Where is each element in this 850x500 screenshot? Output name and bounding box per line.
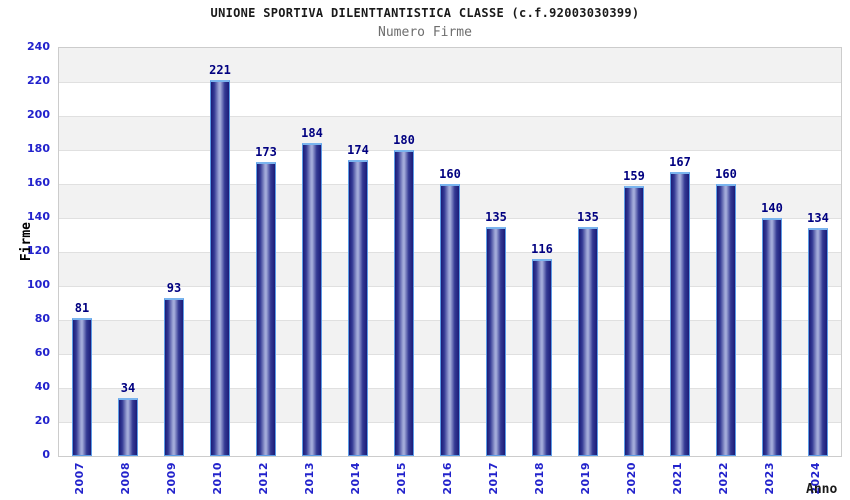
bar (486, 226, 506, 456)
x-tick-label: 2010 (211, 462, 224, 495)
y-tick-label: 140 (27, 210, 50, 223)
x-tick-label: 2023 (763, 462, 776, 495)
grid-band (59, 116, 841, 150)
bar (762, 218, 782, 456)
x-axis-title: Anno (806, 482, 838, 497)
x-tick-label: 2008 (119, 462, 132, 495)
y-tick-label: 180 (27, 142, 50, 155)
bar-value-label: 93 (166, 280, 182, 295)
x-tick-label: 2013 (303, 462, 316, 495)
y-tick-label: 220 (27, 74, 50, 87)
bar-value-label: 81 (74, 301, 90, 316)
gridline (59, 82, 841, 83)
x-tick-label: 2009 (165, 462, 178, 495)
y-tick-label: 20 (34, 414, 50, 427)
bar (670, 172, 690, 456)
x-tick-label: 2022 (717, 462, 730, 495)
bar-value-label: 159 (623, 168, 645, 183)
x-tick-label: 2020 (625, 462, 638, 495)
bar-value-label: 174 (347, 143, 369, 158)
bar-value-label: 34 (120, 381, 136, 396)
bar-value-label: 135 (485, 209, 507, 224)
bar (72, 318, 92, 456)
y-tick-label: 160 (27, 176, 50, 189)
y-tick-label: 100 (27, 278, 50, 291)
x-tick-label: 2018 (533, 462, 546, 495)
x-tick-label: 2007 (73, 462, 86, 495)
chart-subtitle: Numero Firme (378, 25, 472, 40)
bar (210, 80, 230, 456)
bar (440, 184, 460, 456)
bar (578, 226, 598, 456)
x-tick-label: 2015 (395, 462, 408, 495)
x-tick-label: 2019 (579, 462, 592, 495)
bar-value-label: 173 (255, 144, 277, 159)
grid-band (59, 48, 841, 82)
bar (164, 297, 184, 456)
grid-band (59, 150, 841, 184)
bar (716, 184, 736, 456)
bar-value-label: 221 (209, 63, 231, 78)
x-tick-label: 2016 (441, 462, 454, 495)
y-tick-label: 240 (27, 40, 50, 53)
x-tick-label: 2021 (671, 462, 684, 495)
y-tick-label: 80 (34, 312, 50, 325)
grid-band (59, 82, 841, 116)
bar (302, 143, 322, 456)
bar-value-label: 160 (715, 167, 737, 181)
bar (394, 150, 414, 456)
y-tick-label: 120 (27, 244, 50, 257)
bar-value-label: 135 (577, 209, 599, 224)
bar-value-label: 184 (301, 126, 323, 141)
bar-value-label: 116 (531, 241, 553, 256)
y-tick-label: 60 (34, 346, 50, 359)
plot-area: 81 34 93 221 173 184 174 180 160 135 116 135 159 167 1… (58, 47, 842, 457)
y-tick-label: 40 (34, 380, 50, 393)
bar-value-label: 180 (393, 133, 415, 147)
x-tick-label: 2017 (487, 462, 500, 495)
bar-value-label: 134 (807, 211, 829, 226)
bar (348, 160, 368, 456)
bar (118, 398, 138, 456)
bar (808, 228, 828, 456)
bar (624, 185, 644, 456)
y-tick-label: 200 (27, 108, 50, 121)
bar-value-label: 167 (669, 155, 691, 170)
x-tick-label: 2014 (349, 462, 362, 495)
gridline (59, 116, 841, 117)
gridline (59, 150, 841, 151)
x-tick-label: 2012 (257, 462, 270, 495)
bar (532, 258, 552, 456)
y-tick-label: 0 (42, 448, 50, 461)
bar-value-label: 160 (439, 167, 461, 181)
bar (256, 161, 276, 456)
bar-value-label: 140 (761, 201, 783, 215)
chart-title: UNIONE SPORTIVA DILENTTANTISTICA CLASSE … (210, 6, 640, 20)
